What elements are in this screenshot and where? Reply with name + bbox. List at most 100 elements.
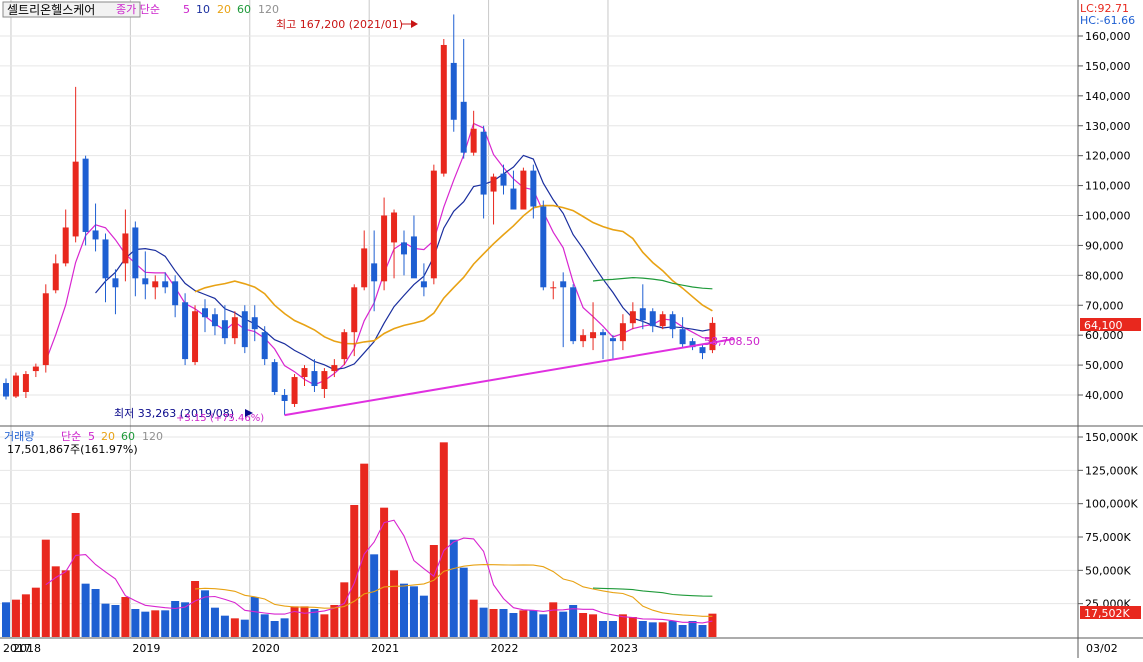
volume-bar	[340, 582, 349, 637]
x-tick-label: 2017	[3, 642, 31, 655]
price-tick-label: 90,000	[1085, 239, 1124, 252]
vma120-period-label: 120	[142, 430, 163, 443]
volume-bar	[171, 601, 180, 637]
candle-body	[639, 308, 646, 321]
current-price-tag	[1080, 318, 1141, 331]
x-tick-label: 2021	[371, 642, 399, 655]
candle-body	[162, 281, 169, 288]
candle-body	[540, 206, 547, 288]
price-tick-label: 120,000	[1085, 150, 1131, 163]
candle-body	[62, 227, 69, 264]
price-ma-layer	[45, 122, 713, 386]
candle-body	[291, 377, 298, 404]
candle-body	[152, 281, 159, 288]
candle-body	[72, 161, 79, 237]
volume-bar	[409, 586, 418, 637]
candle-body	[440, 44, 447, 174]
candle-body	[22, 374, 29, 393]
price-tick-label: 130,000	[1085, 120, 1131, 133]
volume-bar	[111, 605, 120, 637]
price-tick-label: 70,000	[1085, 299, 1124, 312]
candle-body	[182, 302, 189, 360]
volume-bar	[648, 622, 657, 637]
volume-bar	[489, 609, 498, 637]
volume-bar	[41, 539, 50, 637]
volume-bar	[240, 619, 249, 637]
volume-tick-label: 150,000K	[1085, 431, 1138, 444]
volume-bar	[51, 566, 60, 637]
stock-name-box[interactable]	[2, 1, 141, 18]
volume-bar	[608, 621, 617, 637]
volume-bar	[509, 613, 518, 637]
volume-bar	[469, 599, 478, 637]
volume-ma-prefix: 단순	[61, 430, 81, 443]
ma10-line	[95, 154, 713, 371]
candle-body	[490, 176, 497, 192]
price-tick-label: 150,000	[1085, 60, 1131, 73]
volume-bar	[539, 614, 548, 637]
candle-body	[410, 236, 417, 279]
candle-body	[102, 239, 109, 279]
low-arrow-icon	[245, 409, 253, 417]
volume-bar	[599, 621, 607, 637]
volume-bar	[71, 513, 80, 637]
current-volume-label: 17,502K	[1084, 607, 1130, 620]
ma20-period-label: 20	[217, 3, 231, 16]
volume-bar	[589, 614, 598, 637]
volume-bar	[439, 442, 448, 637]
candle-body	[689, 341, 696, 348]
volume-bar	[380, 507, 389, 637]
trendline-value-label: 58,708.50	[704, 335, 760, 348]
volume-bar	[280, 618, 289, 637]
volume-bar	[131, 609, 140, 637]
candle-body	[261, 332, 268, 360]
candle-body	[430, 170, 437, 279]
candle-body	[52, 263, 59, 291]
volume-tick-label: 75,000K	[1085, 531, 1131, 544]
candle-body	[301, 368, 308, 378]
candle-body	[32, 366, 39, 372]
candle-body	[560, 281, 567, 288]
candle-body	[321, 371, 328, 390]
candle-body	[619, 323, 626, 342]
volume-bar	[91, 589, 100, 637]
candle-body	[271, 362, 278, 393]
candle-body	[679, 329, 686, 345]
volume-bar	[569, 605, 578, 637]
candle-body	[500, 173, 507, 186]
vma20-period-label: 20	[101, 430, 115, 443]
volume-bar	[151, 610, 160, 637]
price-tick-label: 80,000	[1085, 269, 1124, 282]
trendline	[284, 337, 735, 417]
candle-body	[341, 332, 348, 360]
ma5-period-label: 5	[183, 3, 190, 16]
price-tick-label: 100,000	[1085, 210, 1131, 223]
x-tick-label: 2020	[252, 642, 280, 655]
grid-layer	[0, 0, 1078, 638]
volume-bar	[270, 621, 279, 637]
vma60-period-label: 60	[121, 430, 135, 443]
candle-body	[590, 332, 597, 339]
candle-body	[241, 311, 248, 348]
volume-bar	[698, 625, 707, 637]
volume-bar	[678, 625, 687, 637]
volume-bars-layer	[2, 442, 717, 637]
candle-body	[211, 314, 218, 327]
candle-body	[510, 188, 517, 210]
volume-tick-label: 125,000K	[1085, 464, 1138, 477]
candle-body	[12, 375, 19, 397]
candle-body	[659, 314, 666, 327]
candle-body	[42, 293, 49, 366]
candle-body	[202, 308, 208, 318]
x-tick-label: 2018	[13, 642, 41, 655]
volume-info: 17,501,867주(161.97%)	[7, 443, 138, 456]
volume-bar	[579, 613, 588, 637]
volume-bar	[260, 614, 269, 637]
high-annotation: 최고 167,200 (2021/01)	[276, 18, 403, 31]
volume-ma-layer	[45, 519, 713, 624]
candle-body	[371, 263, 378, 282]
volume-bar	[101, 603, 110, 637]
volume-bar	[81, 583, 90, 637]
